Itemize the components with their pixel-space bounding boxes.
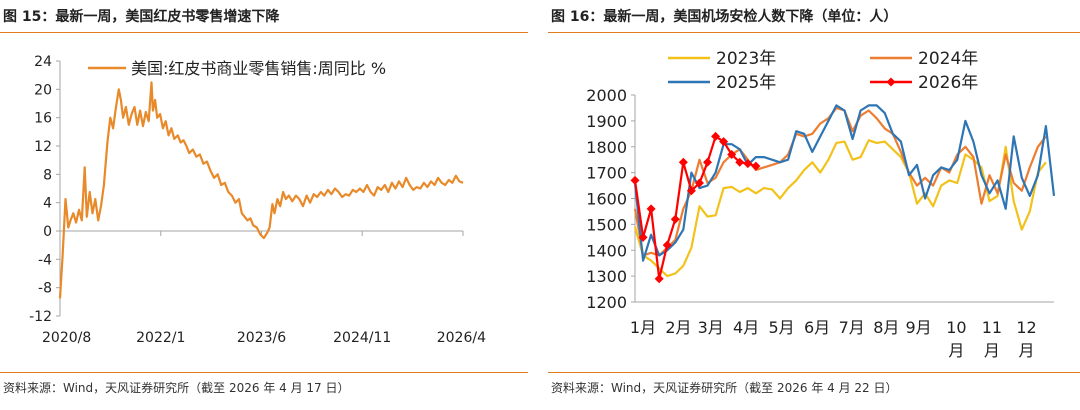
x-month-label: 2月 — [665, 318, 691, 337]
x-month-label: 3月 — [698, 318, 724, 337]
series-marker-2026 — [711, 131, 721, 141]
series-line-2 — [633, 104, 1056, 262]
right-source-note: 资料来源：Wind，天风证券研究所（截至 2026 年 4 月 22 日） — [551, 381, 898, 395]
left-source-note: 资料来源：Wind，天风证券研究所（截至 2026 年 4 月 17 日） — [3, 381, 350, 395]
y-tick-label: 24 — [34, 54, 52, 70]
series-marker-2026 — [686, 186, 696, 196]
y-tick-label: 20 — [34, 82, 52, 98]
x-month-label-suffix: 月 — [984, 341, 1000, 360]
y-tick-label: 1500 — [586, 215, 627, 234]
series-marker-2026 — [743, 159, 753, 169]
x-month-label-suffix: 月 — [1019, 341, 1035, 360]
y-tick-label: 2000 — [586, 86, 627, 105]
series-marker-2026 — [654, 274, 664, 284]
x-month-label: 6月 — [804, 318, 830, 337]
left-panel: 图 15：最新一周，美国红皮书零售增速下降 24 20 16 12 8 4 0 -4 -8 -12… — [0, 0, 528, 410]
x-month-label: 12 — [1016, 318, 1036, 337]
y-tick-label: -4 — [38, 252, 52, 268]
legend-label-3: 2026年 — [918, 73, 978, 93]
x-tick-label: 2022/1 — [136, 330, 185, 346]
series-line-0 — [633, 139, 1047, 278]
right-bottom-rule — [548, 372, 1080, 373]
legend-label-1: 2024年 — [918, 49, 978, 69]
series-marker-2026 — [670, 214, 680, 224]
series-line-3 — [633, 135, 757, 280]
left-bottom-rule — [0, 372, 528, 373]
series-marker-2026 — [638, 232, 648, 242]
x-tick-label: 2026/4 — [437, 330, 486, 346]
series-line-redbook — [58, 81, 464, 299]
right-figure-title: 图 16：最新一周，美国机场安检人数下降（单位：人） — [551, 9, 898, 25]
right-panel: 图 16：最新一周，美国机场安检人数下降（单位：人） 2000 1900 1800 1… — [548, 0, 1080, 410]
series-marker-2026 — [646, 204, 656, 214]
y-tick-label: 12 — [34, 139, 52, 155]
y-tick-label: 4 — [43, 196, 52, 212]
series-marker-2026 — [751, 161, 761, 171]
series-marker-2026 — [662, 240, 672, 250]
redbook-chart: 24 20 16 12 8 4 0 -4 -8 -12 2020/8 2022/1 2023/6 2024… — [29, 54, 486, 346]
legend-label: 美国:红皮书商业零售销售:周同比 % — [131, 59, 386, 78]
series-marker-2026 — [694, 178, 704, 188]
y-tick-label: -12 — [29, 309, 52, 325]
y-tick-label: 8 — [43, 167, 52, 183]
left-figure-title: 图 15：最新一周，美国红皮书零售增速下降 — [3, 9, 280, 25]
x-month-label: 10 — [946, 318, 966, 337]
series-marker-2026 — [719, 137, 729, 147]
y-tick-label: 1200 — [586, 293, 627, 312]
x-tick-label: 2024/11 — [333, 330, 391, 346]
series-marker-2026 — [630, 175, 640, 185]
x-month-label: 11 — [982, 318, 1002, 337]
x-month-label: 4月 — [733, 318, 759, 337]
y-tick-label: 0 — [43, 224, 52, 240]
series-marker-2026 — [678, 157, 688, 167]
y-tick-label: 1600 — [586, 190, 627, 209]
y-tick-label: 1700 — [586, 164, 627, 183]
y-tick-label: 1400 — [586, 241, 627, 260]
series-marker-2026 — [703, 157, 713, 167]
x-month-label: 5月 — [768, 318, 794, 337]
x-month-label: 9月 — [905, 318, 931, 337]
series-marker-2026 — [727, 150, 737, 160]
legend-marker-3 — [886, 77, 896, 87]
legend-label-0: 2023年 — [716, 49, 776, 69]
y-tick-label: 1800 — [586, 138, 627, 157]
x-month-label: 8月 — [873, 318, 899, 337]
x-tick-label: 2023/6 — [237, 330, 286, 346]
legend-label-2: 2025年 — [716, 73, 776, 93]
y-tick-label: 1300 — [586, 267, 627, 286]
x-tick-label: 2020/8 — [42, 330, 91, 346]
x-month-label-suffix: 月 — [948, 341, 964, 360]
left-title-rule — [0, 32, 528, 33]
y-tick-label: 1900 — [586, 112, 627, 131]
series-marker-2026 — [735, 157, 745, 167]
y-tick-label: 16 — [34, 111, 52, 127]
right-title-rule — [548, 32, 1080, 33]
x-month-label: 7月 — [839, 318, 865, 337]
x-month-label: 1月 — [630, 318, 656, 337]
y-tick-label: -8 — [38, 281, 52, 297]
